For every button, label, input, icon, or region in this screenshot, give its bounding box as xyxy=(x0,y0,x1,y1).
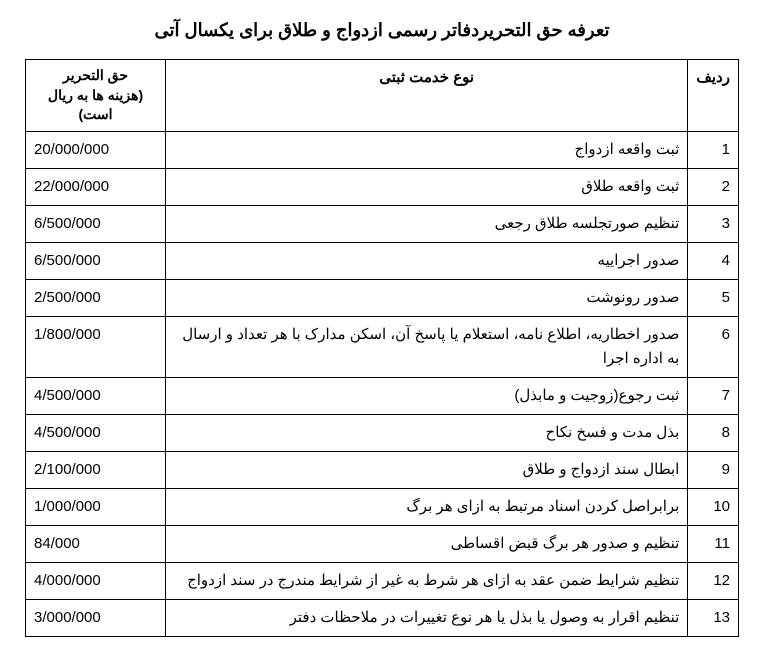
table-row: 11تنظیم و صدور هر برگ قبض اقساطی84/000 xyxy=(26,525,739,562)
cell-index: 4 xyxy=(688,242,739,279)
cell-fee: 22/000/000 xyxy=(26,168,166,205)
page-title: تعرفه حق التحریردفاتر رسمی ازدواج و طلاق… xyxy=(25,20,739,41)
header-fee-line2: (هزینه ها به ریال است) xyxy=(48,87,143,123)
cell-service: تنظیم و صدور هر برگ قبض اقساطی xyxy=(166,525,688,562)
cell-index: 8 xyxy=(688,414,739,451)
fee-table: ردیف نوع خدمت ثبتی حق التحریر (هزینه ها … xyxy=(25,59,739,637)
header-fee-line1: حق التحریر xyxy=(63,67,128,83)
cell-fee: 84/000 xyxy=(26,525,166,562)
cell-index: 2 xyxy=(688,168,739,205)
table-row: 3تنظیم صورتجلسه طلاق رجعی6/500/000 xyxy=(26,205,739,242)
table-row: 2ثبت واقعه طلاق22/000/000 xyxy=(26,168,739,205)
table-row: 4صدور اجراییه6/500/000 xyxy=(26,242,739,279)
cell-service: صدور اجراییه xyxy=(166,242,688,279)
cell-index: 13 xyxy=(688,599,739,636)
table-row: 5صدور رونوشت2/500/000 xyxy=(26,279,739,316)
cell-index: 3 xyxy=(688,205,739,242)
table-row: 8بذل مدت و فسخ نکاح4/500/000 xyxy=(26,414,739,451)
cell-service: تنظیم اقرار به وصول یا بذل یا هر نوع تغی… xyxy=(166,599,688,636)
cell-service: صدور اخطاریه، اطلاع نامه، استعلام یا پاس… xyxy=(166,316,688,377)
header-fee: حق التحریر (هزینه ها به ریال است) xyxy=(26,60,166,132)
cell-fee: 4/000/000 xyxy=(26,562,166,599)
header-index: ردیف xyxy=(688,60,739,132)
table-row: 12تنظیم شرایط ضمن عقد به ازای هر شرط به … xyxy=(26,562,739,599)
cell-fee: 2/100/000 xyxy=(26,451,166,488)
header-service: نوع خدمت ثبتی xyxy=(166,60,688,132)
cell-index: 6 xyxy=(688,316,739,377)
cell-service: صدور رونوشت xyxy=(166,279,688,316)
cell-service: برابراصل کردن اسناد مرتبط به ازای هر برگ xyxy=(166,488,688,525)
cell-index: 7 xyxy=(688,377,739,414)
table-row: 9ابطال سند ازدواج و طلاق2/100/000 xyxy=(26,451,739,488)
cell-index: 11 xyxy=(688,525,739,562)
cell-fee: 4/500/000 xyxy=(26,414,166,451)
cell-fee: 1/000/000 xyxy=(26,488,166,525)
table-row: 1ثبت واقعه ازدواج20/000/000 xyxy=(26,131,739,168)
cell-service: ثبت واقعه ازدواج xyxy=(166,131,688,168)
cell-index: 5 xyxy=(688,279,739,316)
cell-index: 12 xyxy=(688,562,739,599)
cell-fee: 20/000/000 xyxy=(26,131,166,168)
cell-service: تنظیم صورتجلسه طلاق رجعی xyxy=(166,205,688,242)
cell-service: ثبت واقعه طلاق xyxy=(166,168,688,205)
table-row: 7ثبت رجوع(زوجیت و مابذل)4/500/000 xyxy=(26,377,739,414)
cell-index: 1 xyxy=(688,131,739,168)
cell-index: 10 xyxy=(688,488,739,525)
table-row: 10برابراصل کردن اسناد مرتبط به ازای هر ب… xyxy=(26,488,739,525)
cell-service: ابطال سند ازدواج و طلاق xyxy=(166,451,688,488)
table-row: 6صدور اخطاریه، اطلاع نامه، استعلام یا پا… xyxy=(26,316,739,377)
cell-index: 9 xyxy=(688,451,739,488)
cell-fee: 6/500/000 xyxy=(26,242,166,279)
cell-fee: 3/000/000 xyxy=(26,599,166,636)
cell-service: تنظیم شرایط ضمن عقد به ازای هر شرط به غی… xyxy=(166,562,688,599)
cell-fee: 6/500/000 xyxy=(26,205,166,242)
cell-service: بذل مدت و فسخ نکاح xyxy=(166,414,688,451)
cell-fee: 2/500/000 xyxy=(26,279,166,316)
table-row: 13تنظیم اقرار به وصول یا بذل یا هر نوع ت… xyxy=(26,599,739,636)
cell-fee: 4/500/000 xyxy=(26,377,166,414)
cell-service: ثبت رجوع(زوجیت و مابذل) xyxy=(166,377,688,414)
cell-fee: 1/800/000 xyxy=(26,316,166,377)
